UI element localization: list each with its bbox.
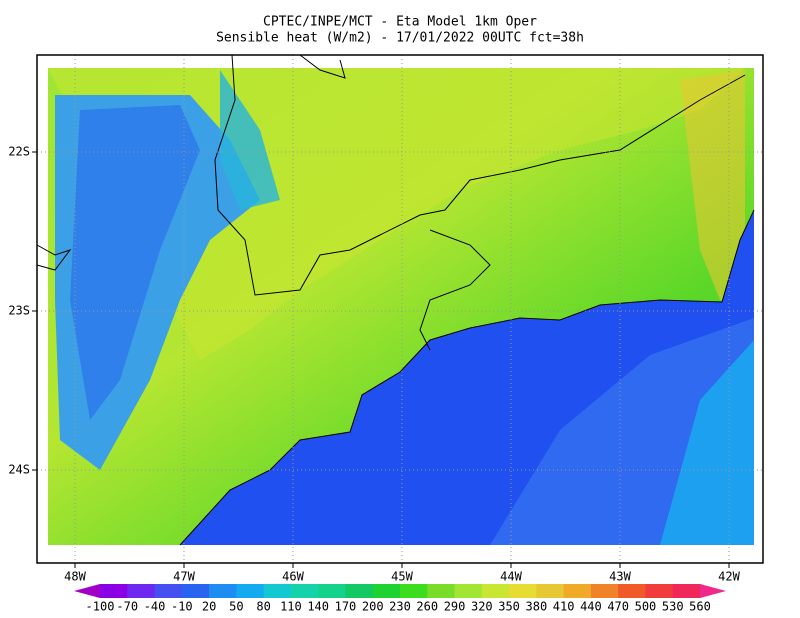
ocean-warm [660, 340, 754, 545]
colorbar-swatch [481, 584, 510, 598]
latitude-label: 22S [8, 145, 30, 159]
longitude-label: 42W [718, 570, 740, 584]
colorbar-label: 140 [307, 600, 329, 614]
colorbar-swatch [400, 584, 428, 598]
map-frame [36, 54, 764, 564]
longitude-label: 48W [64, 570, 86, 584]
colorbar-label: 470 [607, 600, 629, 614]
colorbar-swatch [372, 584, 401, 598]
colorbar-swatch [318, 584, 346, 598]
coastline [179, 209, 755, 546]
colorbar-label: 20 [202, 600, 216, 614]
colorbar-label: -40 [144, 600, 166, 614]
colorbar-arrow [74, 584, 100, 598]
state-border [214, 54, 746, 296]
colorbar-swatch [672, 584, 701, 598]
longitude-label: 45W [391, 570, 413, 584]
colorbar-swatch [263, 584, 292, 598]
colorbar-label: -10 [171, 600, 193, 614]
state-border [299, 54, 346, 79]
colorbar-label: 290 [444, 600, 466, 614]
longitude-label: 47W [173, 570, 195, 584]
colorbar-swatch [236, 584, 265, 598]
colorbar-label: 110 [280, 600, 302, 614]
colorbar-swatch [345, 584, 374, 598]
subtitle: Sensible heat (W/m2) - 17/01/2022 00UTC … [216, 31, 584, 46]
grid: 48W 47W 46W 45W 44W 43W 42W 22S 23S 24S [8, 55, 763, 584]
colorbar-arrow [700, 584, 726, 598]
colorbar-swatch [563, 584, 592, 598]
colorbar-label: 350 [498, 600, 520, 614]
colorbar-swatch [618, 584, 646, 598]
colorbar-label: 560 [689, 600, 711, 614]
colorbar: -100 -70 -40 -10 20 50 80 110 140 170 200 230 260 290… [74, 584, 726, 614]
longitude-label: 43W [609, 570, 631, 584]
inland-lower [70, 105, 200, 420]
colorbar-label: 380 [526, 600, 548, 614]
latitude-label: 24S [8, 463, 30, 477]
colorbar-swatch [100, 584, 128, 598]
colorbar-label: 500 [635, 600, 657, 614]
colorbar-label: 230 [389, 600, 411, 614]
colorbar-label: 50 [229, 600, 243, 614]
colorbar-swatch [154, 584, 183, 598]
colorbar-label: 440 [580, 600, 602, 614]
state-border [36, 244, 72, 271]
colorbar-label: 320 [471, 600, 493, 614]
colorbar-label: 410 [553, 600, 575, 614]
inland-teal [220, 70, 280, 210]
colorbar-swatch [290, 584, 319, 598]
colorbar-label: 170 [335, 600, 357, 614]
colorbar-label: 530 [662, 600, 684, 614]
colorbar-label: 200 [362, 600, 384, 614]
colorbar-swatch [181, 584, 210, 598]
colorbar-swatch [427, 584, 456, 598]
latitude-label: 23S [8, 304, 30, 318]
longitude-label: 46W [282, 570, 304, 584]
colorbar-label: -70 [116, 600, 138, 614]
colorbar-label: 80 [256, 600, 270, 614]
colorbar-swatch [645, 584, 674, 598]
colorbar-swatch [536, 584, 565, 598]
colorbar-label: -100 [86, 600, 115, 614]
state-border [419, 229, 491, 351]
colorbar-swatch [127, 584, 156, 598]
colorbar-swatch [454, 584, 483, 598]
title: CPTEC/INPE/MCT - Eta Model 1km Oper [263, 15, 537, 30]
map-field [36, 54, 755, 546]
longitude-label: 44W [500, 570, 522, 584]
colorbar-label: 260 [416, 600, 438, 614]
colorbar-swatch [509, 584, 537, 598]
colorbar-swatch [209, 584, 237, 598]
colorbar-swatch [590, 584, 619, 598]
